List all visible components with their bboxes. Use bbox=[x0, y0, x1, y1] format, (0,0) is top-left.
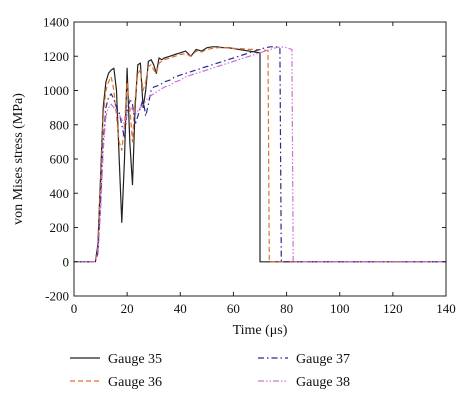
series-line bbox=[74, 46, 446, 263]
legend-label: Gauge 36 bbox=[108, 375, 162, 390]
x-tick-label: 0 bbox=[71, 301, 78, 316]
y-tick-label: 0 bbox=[63, 254, 70, 269]
legend-label: Gauge 37 bbox=[296, 352, 350, 367]
y-tick-label: 1200 bbox=[43, 49, 69, 64]
y-tick-label: 1000 bbox=[43, 83, 69, 98]
series-line bbox=[74, 46, 446, 263]
x-tick-label: 80 bbox=[280, 301, 293, 316]
legend-label: Gauge 38 bbox=[296, 375, 350, 390]
series-layer bbox=[74, 46, 446, 263]
y-tick-label: 600 bbox=[50, 152, 70, 167]
series-line bbox=[74, 47, 446, 263]
x-tick-label: 100 bbox=[330, 301, 350, 316]
y-tick-label: -200 bbox=[45, 289, 69, 304]
x-tick-label: 140 bbox=[436, 301, 456, 316]
x-tick-label: 60 bbox=[227, 301, 240, 316]
y-tick-label: 800 bbox=[50, 117, 70, 132]
legend: Gauge 35 Gauge 36 Gauge 37 Gauge 38 bbox=[70, 352, 350, 390]
x-tick-label: 120 bbox=[383, 301, 403, 316]
y-axis-label: von Mises stress (MPa) bbox=[11, 93, 26, 225]
x-tick-label: 20 bbox=[121, 301, 134, 316]
legend-label: Gauge 35 bbox=[108, 352, 162, 367]
series-line bbox=[74, 46, 446, 263]
y-tick-label: 200 bbox=[50, 220, 70, 235]
x-axis-label: Time (μs) bbox=[233, 323, 288, 338]
ticks-layer: 0 20 40 60 80 100 120 140-200020040060080010001… bbox=[43, 15, 456, 317]
y-tick-label: 400 bbox=[50, 186, 70, 201]
x-tick-label: 40 bbox=[174, 301, 187, 316]
y-tick-label: 1400 bbox=[43, 15, 69, 30]
